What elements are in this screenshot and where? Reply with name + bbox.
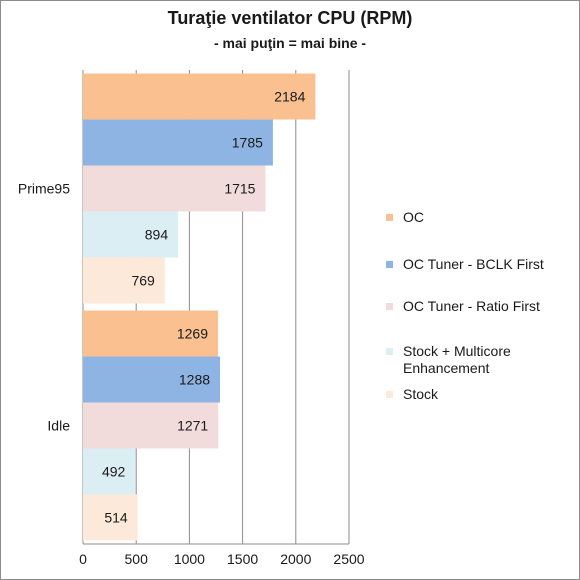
legend-swatch <box>386 391 393 398</box>
data-label: 514 <box>104 509 128 525</box>
legend-swatch <box>386 214 393 221</box>
bar <box>83 310 219 357</box>
data-label: 1271 <box>177 418 208 434</box>
bar <box>83 119 273 166</box>
legend-swatch <box>386 261 393 268</box>
category-label: Idle <box>47 418 70 434</box>
legend-label: OC Tuner - Ratio First <box>403 298 540 314</box>
data-label: 894 <box>145 226 169 242</box>
data-label: 2184 <box>274 89 305 105</box>
data-label: 1288 <box>179 372 210 388</box>
x-tick-label: 1500 <box>227 551 258 567</box>
bar <box>83 211 179 258</box>
data-label: 1785 <box>232 135 263 151</box>
x-tick-label: 500 <box>125 551 149 567</box>
data-label: 492 <box>102 463 126 479</box>
x-tick-label: 1000 <box>174 551 205 567</box>
x-tick-label: 2500 <box>333 551 364 567</box>
legend-label: Stock <box>403 386 439 402</box>
chart-subtitle: - mai puţin = mai bine - <box>213 35 367 51</box>
data-label: 1715 <box>224 181 255 197</box>
bar <box>83 356 221 403</box>
chart-title: Turaţie ventilator CPU (RPM) <box>167 8 413 28</box>
category-label: Prime95 <box>18 181 70 197</box>
bar <box>83 165 266 212</box>
data-label: 1269 <box>177 326 208 342</box>
legend-swatch <box>386 303 393 310</box>
x-tick-label: 2000 <box>280 551 311 567</box>
x-tick-label: 0 <box>79 551 87 567</box>
bar <box>83 494 138 541</box>
data-label: 769 <box>131 272 155 288</box>
bar <box>83 73 316 120</box>
bar <box>83 257 165 304</box>
legend-swatch <box>386 348 393 355</box>
legend-label: OC <box>403 209 424 225</box>
legend-label: Stock + Multicore Enhancement <box>403 343 511 376</box>
bar <box>83 402 219 449</box>
legend-label: OC Tuner - BCLK First <box>403 256 544 272</box>
bar <box>83 448 136 495</box>
